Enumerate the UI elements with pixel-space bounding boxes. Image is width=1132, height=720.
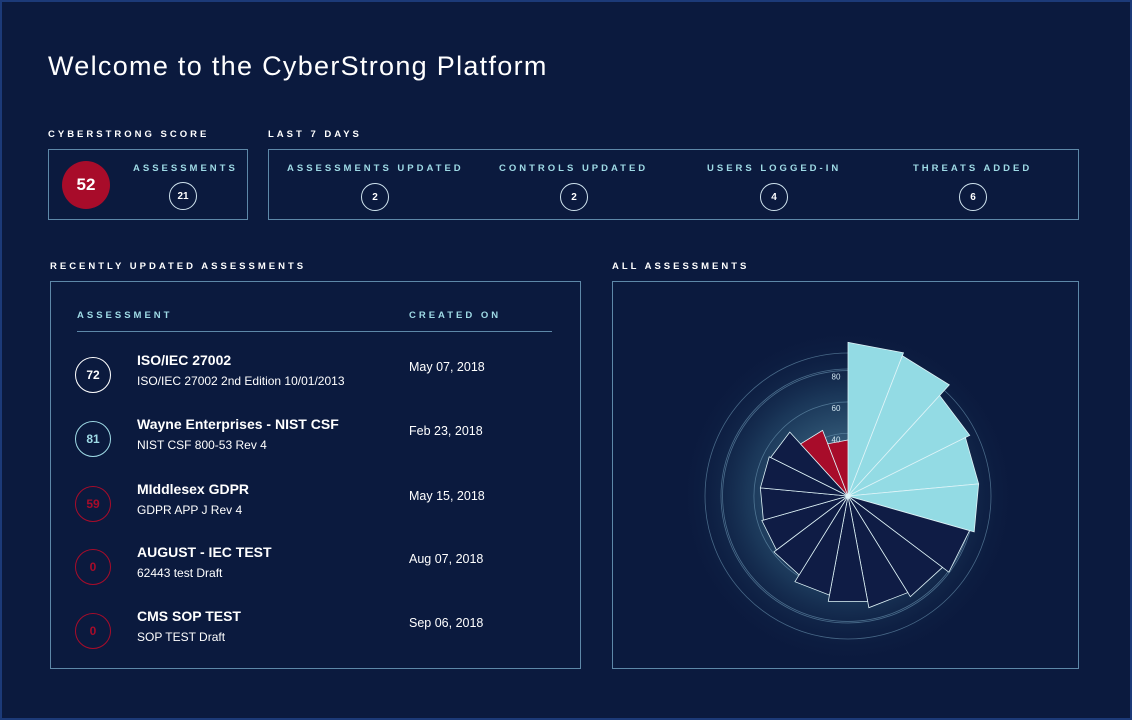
assessment-title[interactable]: CMS SOP TEST	[137, 608, 241, 624]
assessment-subtitle: NIST CSF 800-53 Rev 4	[137, 438, 267, 452]
recent-assessments-label: RECENTLY UPDATED ASSESSMENTS	[50, 261, 307, 272]
assessment-date: Feb 23, 2018	[409, 424, 483, 438]
assessments-updated-count[interactable]: 2	[361, 183, 389, 211]
table-row[interactable]: 59 MIddlesex GDPR GDPR APP J Rev 4 May 1…	[51, 481, 581, 541]
column-header-assessment[interactable]: ASSESSMENT	[77, 310, 173, 321]
assessment-score: 72	[75, 357, 111, 393]
assessment-subtitle: GDPR APP J Rev 4	[137, 503, 243, 517]
all-assessments-card: 40 60 80	[612, 281, 1079, 669]
assessments-count: 21	[169, 182, 197, 210]
chart-slice-critical[interactable]	[827, 439, 849, 497]
assessment-score: 0	[75, 549, 111, 585]
assessment-title[interactable]: MIddlesex GDPR	[137, 481, 250, 497]
assessment-subtitle: SOP TEST Draft	[137, 630, 226, 644]
assessment-title[interactable]: AUGUST - IEC TEST	[137, 544, 272, 560]
assessment-score: 59	[75, 486, 111, 522]
last-7-days-label: LAST 7 DAYS	[268, 129, 362, 140]
table-row[interactable]: 0 AUGUST - IEC TEST 62443 test Draft Aug…	[51, 544, 581, 604]
score-badge: 52	[62, 161, 110, 209]
last-7-days-card: ASSESSMENTS UPDATED 2 CONTROLS UPDATED 2…	[268, 149, 1079, 220]
assessment-title[interactable]: ISO/IEC 27002	[137, 352, 232, 368]
assessments-label: ASSESSMENTS	[133, 163, 238, 174]
assessment-date: May 15, 2018	[409, 489, 485, 503]
assessment-score: 0	[75, 613, 111, 649]
ring-label: 40	[832, 435, 841, 444]
table-row[interactable]: 81 Wayne Enterprises - NIST CSF NIST CSF…	[51, 416, 581, 476]
recent-assessments-table: ASSESSMENT CREATED ON 72 ISO/IEC 27002 I…	[50, 281, 581, 669]
assessment-date: Sep 06, 2018	[409, 616, 484, 630]
page-title: Welcome to the CyberStrong Platform	[48, 51, 548, 81]
table-row[interactable]: 72 ISO/IEC 27002 ISO/IEC 27002 2nd Editi…	[51, 352, 581, 412]
controls-updated-label: CONTROLS UPDATED	[499, 163, 649, 174]
assessments-updated-label: ASSESSMENTS UPDATED	[287, 163, 464, 174]
assessment-title[interactable]: Wayne Enterprises - NIST CSF	[137, 416, 339, 432]
all-assessments-label: ALL ASSESSMENTS	[612, 261, 750, 272]
threats-added-count[interactable]: 6	[959, 183, 987, 211]
assessment-subtitle: 62443 test Draft	[137, 566, 223, 580]
header-divider	[77, 331, 552, 332]
threats-added-label: THREATS ADDED	[913, 163, 1033, 174]
all-assessments-chart[interactable]: 40 60 80	[613, 282, 1078, 668]
users-logged-in-count[interactable]: 4	[760, 183, 788, 211]
column-header-created-on[interactable]: CREATED ON	[409, 310, 502, 321]
assessment-subtitle: ISO/IEC 27002 2nd Edition 10/01/2013	[137, 374, 345, 388]
cyberstrong-score-card[interactable]: 52 ASSESSMENTS 21	[48, 149, 248, 220]
assessment-date: May 07, 2018	[409, 360, 485, 374]
assessment-score: 81	[75, 421, 111, 457]
users-logged-in-label: USERS LOGGED-IN	[707, 163, 842, 174]
assessment-date: Aug 07, 2018	[409, 552, 484, 566]
table-row[interactable]: 0 CMS SOP TEST SOP TEST Draft Sep 06, 20…	[51, 608, 581, 668]
ring-label: 60	[832, 404, 841, 413]
cyberstrong-score-label: CYBERSTRONG SCORE	[48, 129, 210, 140]
controls-updated-count[interactable]: 2	[560, 183, 588, 211]
ring-label: 80	[832, 373, 841, 382]
